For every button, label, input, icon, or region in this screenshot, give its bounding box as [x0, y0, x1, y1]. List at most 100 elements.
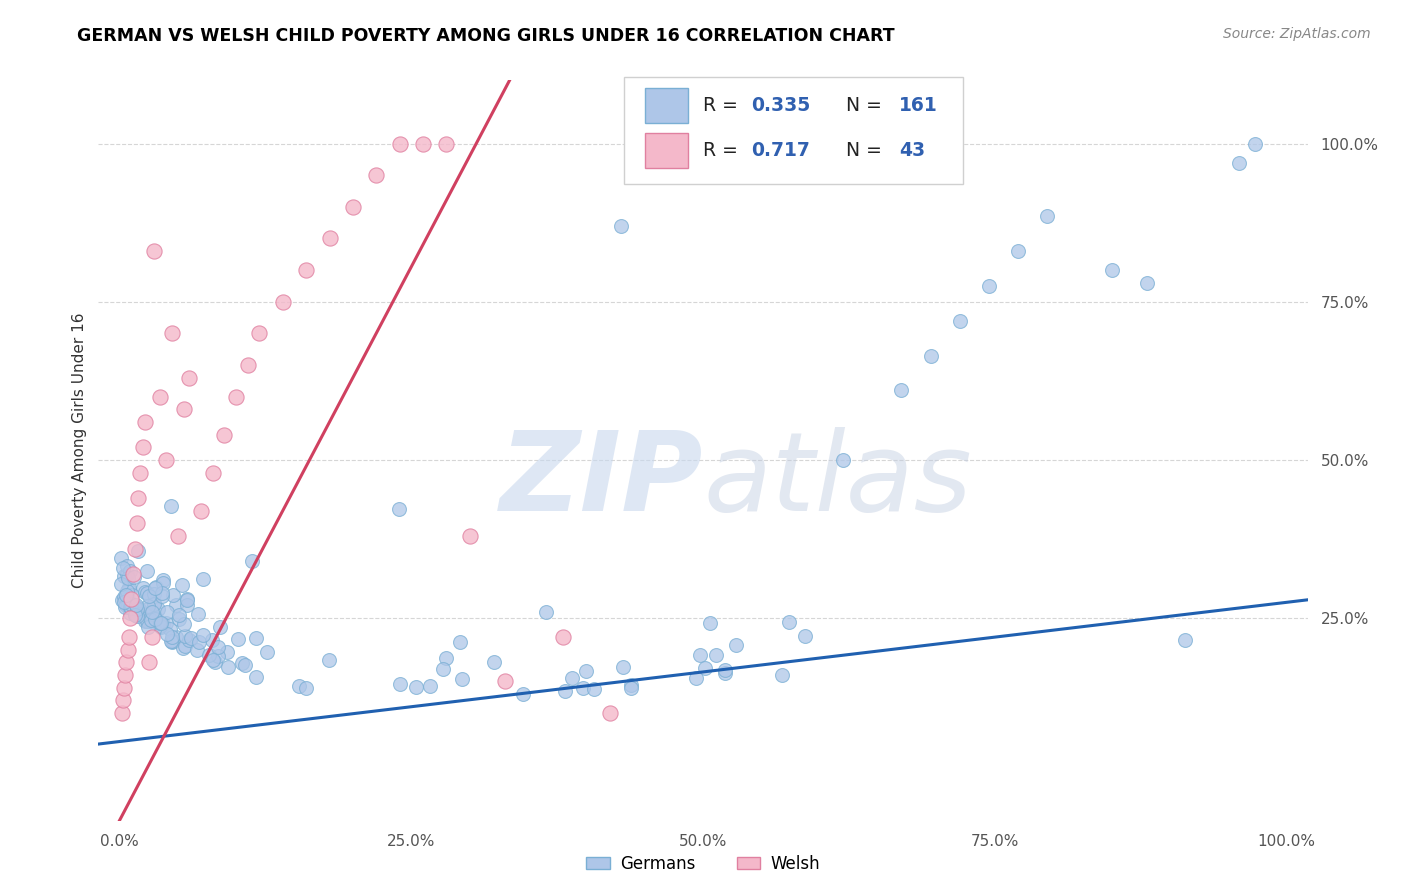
Point: [1244, 136, 1267, 151]
Point: [685, 671, 707, 685]
Point: [693, 661, 716, 675]
Point: [111, 693, 134, 707]
Point: [122, 599, 145, 614]
Point: [150, 616, 173, 631]
Point: [342, 200, 364, 214]
Point: [139, 613, 162, 627]
Point: [725, 639, 748, 653]
Point: [561, 671, 583, 685]
Point: [160, 635, 183, 649]
Point: [159, 633, 181, 648]
Point: [124, 599, 146, 614]
Point: [575, 665, 598, 679]
Point: [176, 592, 198, 607]
Point: [1101, 263, 1123, 277]
Point: [482, 655, 505, 669]
Point: [1135, 276, 1157, 290]
Point: [187, 607, 209, 622]
Point: [405, 680, 427, 694]
Point: [118, 582, 141, 597]
Point: [143, 244, 166, 259]
Point: [714, 663, 737, 677]
Point: [114, 668, 136, 682]
Point: [177, 632, 200, 647]
Point: [149, 619, 172, 633]
Point: [152, 574, 174, 588]
Point: [186, 642, 208, 657]
Point: [225, 390, 247, 404]
Point: [122, 569, 145, 583]
Point: [226, 632, 249, 646]
Point: [134, 585, 156, 599]
Point: [295, 681, 318, 695]
Point: [449, 634, 471, 648]
Point: [699, 615, 721, 630]
Point: [249, 326, 271, 341]
Point: [155, 453, 177, 467]
Point: [114, 599, 136, 614]
Text: 43: 43: [898, 141, 925, 160]
Point: [117, 591, 139, 606]
Point: [174, 639, 197, 653]
FancyBboxPatch shape: [645, 133, 689, 169]
Point: [127, 609, 149, 624]
Point: [149, 615, 172, 630]
Point: [165, 630, 187, 644]
Point: [201, 653, 224, 667]
Point: [571, 681, 593, 696]
Point: [152, 575, 174, 590]
Point: [295, 263, 318, 277]
Point: [159, 622, 181, 636]
Point: [118, 606, 141, 620]
Point: [366, 168, 388, 182]
Point: [127, 544, 149, 558]
Point: [110, 550, 132, 565]
Point: [165, 598, 187, 612]
Point: [142, 596, 165, 610]
Point: [160, 630, 183, 644]
Point: [112, 681, 135, 695]
Legend: Germans, Welsh: Germans, Welsh: [579, 848, 827, 880]
Point: [167, 607, 190, 622]
Text: ZIP: ZIP: [499, 426, 703, 533]
Point: [132, 440, 155, 454]
Point: [176, 599, 198, 613]
Point: [512, 687, 534, 701]
Point: [124, 607, 146, 621]
Point: [209, 620, 232, 634]
Point: [599, 706, 621, 720]
Point: [115, 567, 138, 582]
Point: [136, 599, 159, 614]
Text: R =: R =: [703, 141, 744, 160]
Point: [150, 585, 173, 599]
Text: 0.717: 0.717: [751, 141, 810, 160]
Text: atlas: atlas: [703, 426, 972, 533]
Point: [138, 589, 160, 603]
Text: 0.335: 0.335: [751, 96, 811, 115]
Point: [121, 588, 143, 602]
Point: [143, 581, 166, 595]
Point: [179, 370, 201, 384]
Point: [240, 554, 263, 568]
Text: 161: 161: [898, 96, 938, 115]
Point: [434, 650, 457, 665]
Point: [207, 640, 229, 654]
Text: GERMAN VS WELSH CHILD POVERTY AMONG GIRLS UNDER 16 CORRELATION CHART: GERMAN VS WELSH CHILD POVERTY AMONG GIRL…: [77, 27, 896, 45]
Point: [120, 597, 142, 611]
Text: R =: R =: [703, 96, 744, 115]
Point: [118, 600, 141, 615]
FancyBboxPatch shape: [645, 87, 689, 123]
Point: [419, 679, 441, 693]
Point: [172, 641, 194, 656]
Point: [124, 607, 146, 621]
Point: [115, 583, 138, 598]
Point: [434, 136, 457, 151]
Point: [136, 606, 159, 620]
Point: [215, 645, 238, 659]
Point: [112, 561, 135, 575]
Point: [160, 326, 183, 341]
Point: [949, 314, 972, 328]
Point: [778, 615, 800, 629]
Point: [156, 605, 179, 619]
Text: Source: ZipAtlas.com: Source: ZipAtlas.com: [1223, 27, 1371, 41]
